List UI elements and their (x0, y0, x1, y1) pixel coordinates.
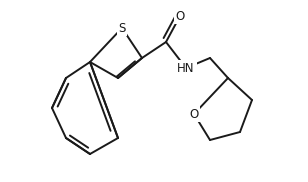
Text: HN: HN (177, 62, 195, 74)
Text: S: S (118, 21, 126, 35)
Text: O: O (175, 9, 184, 23)
Text: O: O (189, 108, 199, 120)
